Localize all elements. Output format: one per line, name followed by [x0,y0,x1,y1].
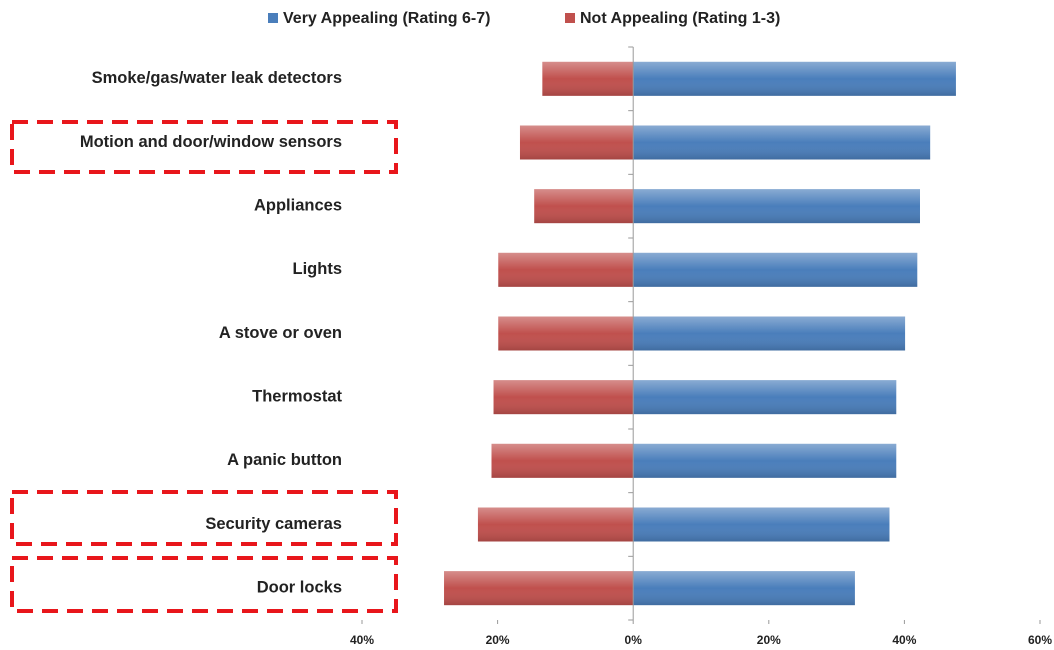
x-tick-label: 20% [486,633,510,647]
category-label: Thermostat [252,388,342,406]
bar-shade [633,443,897,478]
legend-swatch [268,13,278,23]
bar-shade [498,316,634,351]
category-label: Motion and door/window sensors [80,133,342,151]
bar-shade [542,61,634,96]
highlight-box [10,490,398,546]
legend-label: Very Appealing (Rating 6-7) [283,10,490,27]
category-label: Door locks [257,579,342,597]
bar-shade [633,61,956,96]
bar-shade [493,380,634,415]
category-label: A panic button [227,451,342,469]
x-tick-label: 60% [1028,633,1052,647]
x-tick-label: 40% [350,633,374,647]
highlight-boxes [10,120,398,613]
x-tick-label: 0% [625,633,643,647]
category-label: Smoke/gas/water leak detectors [92,69,342,87]
bar-shade [491,443,634,478]
x-tick-label: 40% [892,633,916,647]
legend-swatch [565,13,575,23]
legend-label: Not Appealing (Rating 1-3) [580,10,780,27]
category-label: Appliances [254,197,342,215]
bar-shade [633,252,918,287]
bar-shade [633,380,897,415]
highlight-box [10,556,398,613]
bar-shade [633,507,890,542]
category-label: A stove or oven [219,324,342,342]
bar-shade [633,316,906,351]
bar-shade [498,252,634,287]
category-label: Security cameras [205,515,342,533]
category-label: Lights [293,260,343,278]
bar-shade [633,125,931,160]
x-tick-label: 20% [757,633,781,647]
bar-shade [444,571,634,606]
bar-shade [519,125,634,160]
bar-shade [633,189,920,224]
bar-shade [534,189,634,224]
bar-shade [633,571,855,606]
highlight-box [10,120,398,174]
bar-shade [477,507,634,542]
